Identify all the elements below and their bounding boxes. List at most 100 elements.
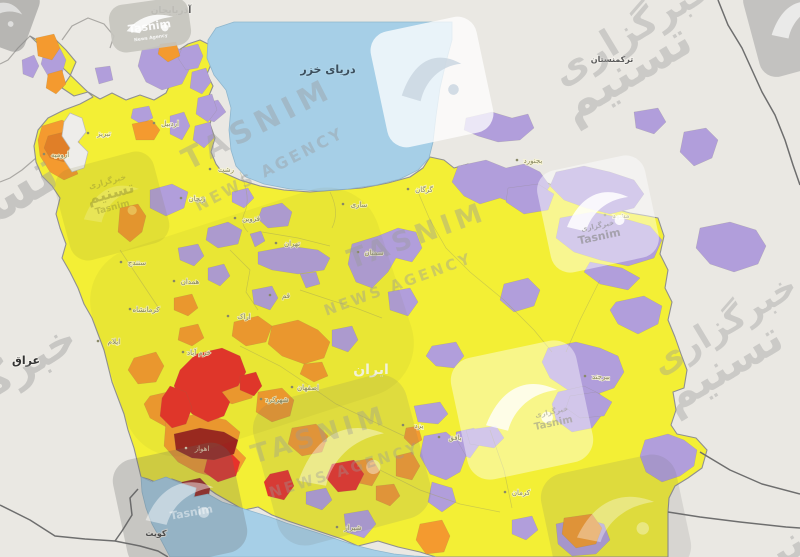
city-label-group: تبریز bbox=[86, 129, 112, 139]
stamp-dot bbox=[636, 522, 649, 535]
district-orange bbox=[177, 323, 205, 347]
tasnim-logo-stamp bbox=[370, 16, 494, 148]
tasnim-logo-stamp bbox=[537, 155, 659, 273]
city-label-group: زنجان bbox=[179, 194, 206, 204]
city-label: اصفهان bbox=[297, 384, 319, 392]
district-purple bbox=[679, 127, 719, 167]
district-red bbox=[325, 459, 365, 493]
district-orange bbox=[117, 203, 147, 243]
district-purple bbox=[583, 261, 641, 291]
sea-label: دریای خزر bbox=[299, 63, 356, 76]
city-dot bbox=[233, 216, 237, 220]
city-label: یزد bbox=[415, 422, 424, 430]
city-dot bbox=[128, 307, 132, 311]
district-orange bbox=[375, 483, 401, 507]
stamp-rounded-square bbox=[537, 155, 659, 273]
tasnim-logo-stamp bbox=[540, 454, 692, 557]
district-purple bbox=[257, 202, 293, 229]
district-purple bbox=[177, 43, 204, 71]
district-purple bbox=[305, 487, 333, 511]
city-label-group: کرمانشاه bbox=[128, 305, 161, 315]
city-dot bbox=[184, 446, 188, 450]
city-label: همدان bbox=[181, 278, 200, 286]
district-orange bbox=[415, 519, 451, 555]
district-purple bbox=[419, 431, 467, 481]
stamp-bird-swoosh-icon bbox=[485, 383, 557, 431]
district-purple bbox=[21, 54, 40, 79]
district-orange bbox=[131, 119, 161, 141]
city-label-group: همدان bbox=[172, 277, 200, 287]
stamp-bird-swoosh-icon bbox=[0, 2, 23, 20]
stamp-dot bbox=[161, 24, 169, 32]
district-purple bbox=[387, 287, 419, 317]
city-label-group: تهران bbox=[274, 239, 301, 249]
district-orange bbox=[403, 425, 423, 447]
stamp-rounded-square bbox=[108, 0, 192, 53]
city-label-group: اهواز bbox=[184, 444, 210, 454]
stamp-rounded-square bbox=[112, 442, 248, 557]
city-dot bbox=[335, 525, 339, 529]
tasnim-logo-stamp bbox=[252, 374, 432, 546]
city-label-group: سمنان bbox=[356, 248, 385, 258]
city-dot bbox=[96, 339, 100, 343]
city-label-group: اراک bbox=[226, 312, 252, 322]
stamp-rounded-square bbox=[54, 151, 170, 261]
stamp-rounded-square bbox=[540, 454, 692, 557]
district-orange bbox=[395, 451, 421, 481]
stamp-rounded-square bbox=[90, 187, 414, 457]
city-label: گرگان bbox=[415, 185, 433, 194]
tasnim-logo-stamp bbox=[450, 340, 594, 480]
city-label: کرمان bbox=[512, 489, 531, 497]
district-purple bbox=[192, 121, 215, 149]
district-orange bbox=[35, 33, 61, 61]
city-label-group: قم bbox=[268, 291, 291, 301]
stamp-bird-swoosh-icon bbox=[83, 185, 140, 223]
city-label-group: خرم آباد bbox=[181, 347, 212, 358]
city-dot bbox=[406, 187, 410, 191]
city-dot bbox=[259, 397, 263, 401]
city-label-group: گرگان bbox=[406, 184, 434, 195]
district-purple bbox=[541, 341, 625, 397]
city-dot bbox=[356, 250, 360, 254]
tasnim-logo-stamp bbox=[108, 0, 192, 53]
district-orange bbox=[287, 423, 329, 457]
district-purple bbox=[343, 509, 377, 539]
district-purple bbox=[347, 227, 423, 289]
city-label-group: ساری bbox=[341, 200, 368, 210]
watermark-text: News Agency bbox=[134, 33, 168, 44]
district-purple bbox=[189, 67, 212, 95]
district-purple bbox=[299, 271, 321, 289]
city-dot bbox=[152, 121, 156, 125]
district-red bbox=[263, 469, 295, 501]
district-purple bbox=[565, 391, 613, 419]
district-purple bbox=[609, 295, 663, 335]
city-label: اردبیل bbox=[161, 120, 179, 128]
city-label-group: سنندج bbox=[119, 258, 147, 268]
stamp-rounded-square bbox=[743, 0, 800, 77]
district-purple bbox=[511, 515, 539, 541]
district-orange bbox=[299, 361, 329, 383]
district-purple bbox=[465, 425, 505, 449]
stamp-dot bbox=[198, 506, 210, 518]
district-purple bbox=[425, 341, 465, 369]
city-dot bbox=[503, 490, 507, 494]
district-purple bbox=[695, 221, 767, 273]
city-dot bbox=[515, 158, 519, 162]
city-label-group: شیراز bbox=[335, 523, 363, 533]
stamp-dot bbox=[7, 21, 14, 27]
stamp-dot bbox=[541, 411, 553, 424]
stamp-bird-swoosh-icon bbox=[126, 14, 174, 34]
stamp-rounded-square bbox=[370, 16, 494, 148]
city-label: اهواز bbox=[194, 445, 210, 453]
city-label-group: بافق bbox=[437, 433, 462, 443]
district-purple bbox=[149, 183, 189, 217]
stamp-dot bbox=[448, 84, 459, 95]
district-purple bbox=[249, 230, 266, 248]
stamp-dot bbox=[127, 205, 137, 215]
city-dot bbox=[437, 435, 441, 439]
district-purple bbox=[505, 183, 555, 215]
city-dot bbox=[268, 293, 272, 297]
district-purple bbox=[427, 481, 457, 513]
